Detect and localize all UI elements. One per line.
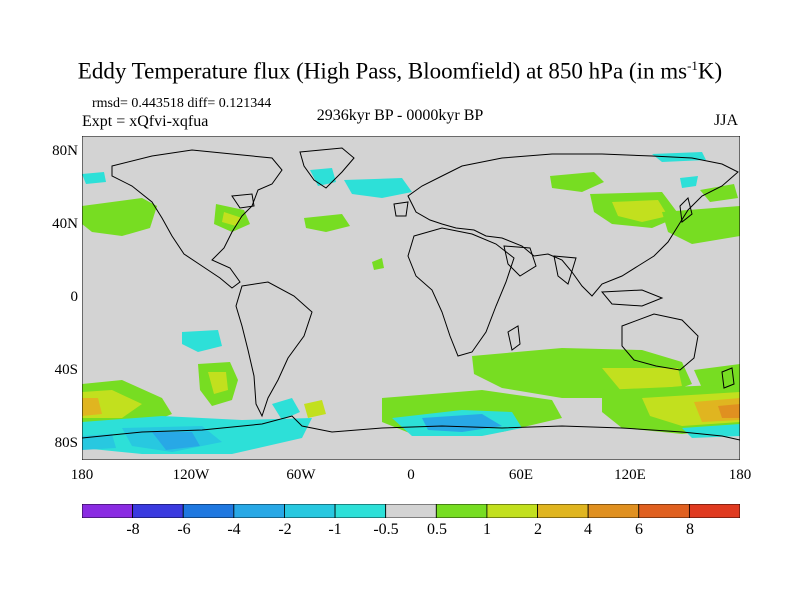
colorbar-label: 4 [584,521,592,538]
experiment-label: Expt = xQfvi-xqfua [82,113,209,130]
lon-tick-label: 120W [172,467,210,483]
coast-british-isles [393,201,409,217]
lon-tick-label: 180 [70,467,94,483]
coast-madagascar [507,325,521,351]
colorbar-swatch [182,504,235,518]
lat-tick-label: 0 [70,289,79,305]
colorbar-swatch [132,504,184,518]
colorbar-swatch [82,504,134,518]
colorbar-label: 2 [534,521,542,538]
coast-south-america [235,281,313,418]
lon-tick-label: 60E [508,467,534,483]
coast-africa [407,227,515,357]
colorbar-swatch [385,504,437,518]
colorbar-label: -6 [177,521,191,538]
colorbar-swatch [233,504,285,518]
colorbar-label: 1 [483,521,491,538]
lon-tick-label: 60W [286,467,316,483]
lat-tick-label: 40S [54,362,78,378]
coast-antarctica [82,415,740,441]
coast-north-america [111,149,283,289]
colorbar-label: -2 [278,521,292,538]
colorbar-label: -8 [126,521,140,538]
coast-eurasia [407,153,739,297]
colorbar-label: -1 [328,521,342,538]
lon-tick-label: 0 [407,467,415,483]
colorbar-label: 0.5 [427,521,447,538]
colorbar-swatch [688,504,740,518]
lat-tick-label: 40N [52,216,78,232]
colorbar-swatch [435,504,488,518]
season-label: JJA [714,112,739,129]
coast-greenland [299,147,355,189]
colorbar-swatch [537,504,589,518]
coast-maritime-continent [600,289,664,307]
lat-tick-label: 80N [52,143,78,159]
colorbar-label: 8 [686,521,694,538]
colorbar-swatch [638,504,690,518]
colorbar-swatch [284,504,336,518]
colorbar-label: 6 [635,521,643,538]
lon-tick-label: 120E [614,467,646,483]
stats-label: rmsd= 0.443518 diff= 0.121344 [92,96,272,111]
colorbar-label: -4 [227,521,241,538]
coast-australia [621,313,699,371]
coast-japan [679,197,693,223]
colorbar-swatch [334,504,387,518]
colorbar-swatch [486,504,538,518]
period-label: 2936kyr BP - 0000kyr BP [316,107,484,124]
colorbar-swatch [587,504,640,518]
coast-arabia [503,245,537,277]
colorbar-label: -0.5 [373,521,399,538]
coastlines [82,147,740,441]
chart-title: Eddy Temperature flux (High Pass, Bloomf… [77,58,723,84]
lat-tick-label: 80S [54,435,78,451]
coast-india [553,255,577,285]
colorbar [82,504,740,518]
coast-hudson-bay [231,193,255,209]
coast-new-zealand [721,367,735,389]
lon-tick-label: 180 [728,467,752,483]
map-plot [82,136,740,460]
